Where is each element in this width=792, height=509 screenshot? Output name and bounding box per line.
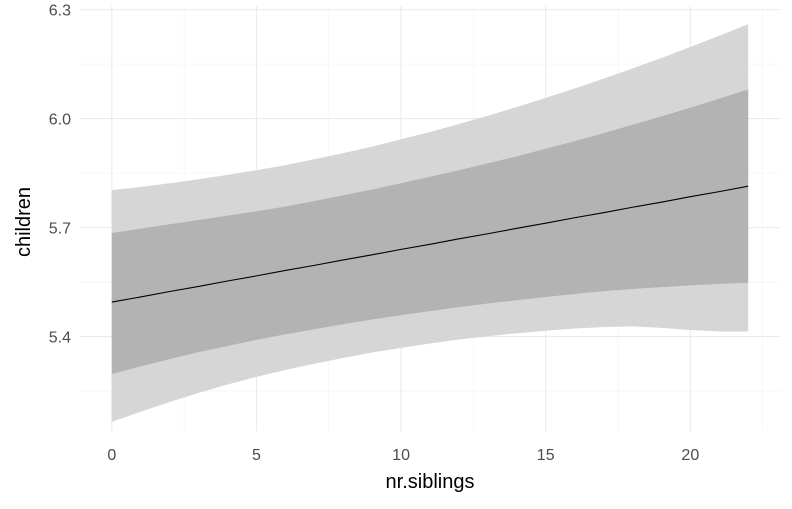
x-tick-label: 15 [537, 447, 555, 464]
x-axis-title: nr.siblings [386, 471, 475, 493]
fit-line [111, 185, 749, 303]
y-tick-label: 6.0 [49, 112, 71, 129]
x-tick-label: 0 [107, 447, 116, 464]
confidence-bands [111, 24, 749, 422]
x-tick-label: 5 [252, 447, 261, 464]
y-axis-ticks: 5.4 5.7 6.0 6.3 [49, 3, 71, 347]
y-tick-label: 5.4 [49, 330, 71, 347]
x-tick-label: 20 [681, 447, 699, 464]
x-axis-ticks: 0 5 10 15 20 [107, 447, 699, 464]
fit-line-layer [111, 185, 749, 303]
inner-interval-band [111, 89, 749, 374]
y-tick-label: 5.7 [49, 221, 71, 238]
x-tick-label: 10 [392, 447, 410, 464]
y-tick-label: 6.3 [49, 3, 71, 20]
y-axis-title: children [13, 187, 35, 257]
